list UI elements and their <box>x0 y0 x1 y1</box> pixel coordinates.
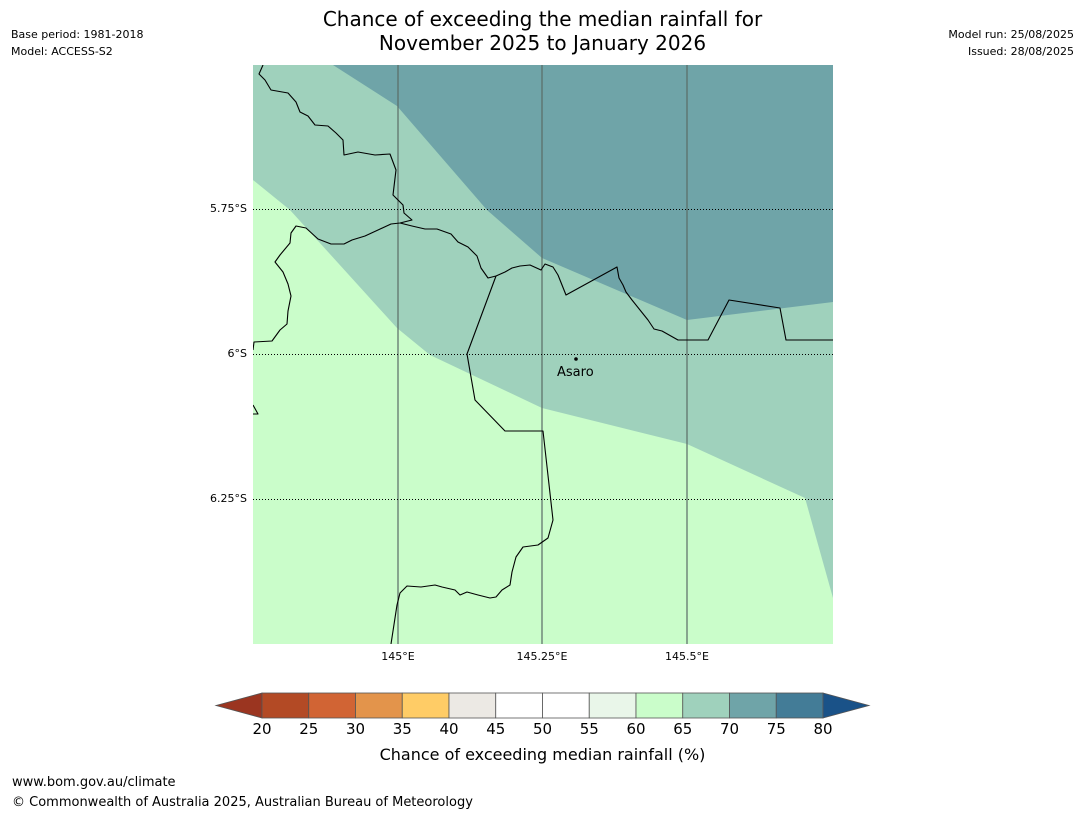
issued-text: Issued: 28/08/2025 <box>967 45 1074 58</box>
colorbar-tick-label: 40 <box>439 720 459 738</box>
colorbar-cell <box>355 692 403 719</box>
colorbar-cell <box>542 692 590 719</box>
colorbar-tick-label: 70 <box>719 720 740 738</box>
title-line-2: November 2025 to January 2026 <box>378 31 707 55</box>
map-area <box>253 65 833 644</box>
boundary-south <box>390 275 554 644</box>
colorbar-cell <box>448 692 497 719</box>
zone-70-75 <box>333 65 833 320</box>
colorbar-tick-label: 25 <box>299 720 319 738</box>
footer-copyright: © Commonwealth of Australia 2025, Austra… <box>12 795 473 810</box>
colorbar-over-arrow <box>822 692 871 719</box>
colorbar-cell <box>261 692 310 719</box>
boundary-west-fragment <box>253 404 259 415</box>
colorbar-tick-label: 55 <box>579 720 599 738</box>
colorbar-tick-label: 80 <box>813 720 833 738</box>
boundary-north <box>253 65 413 351</box>
colorbar-cell <box>495 692 543 719</box>
lon-label-145: 145°E <box>381 650 415 663</box>
footer-url: www.bom.gov.au/climate <box>12 775 176 790</box>
colorbar-tick-label: 65 <box>673 720 693 738</box>
colorbar-cells <box>261 692 824 719</box>
colorbar-cell <box>401 692 450 719</box>
colorbar <box>214 692 871 719</box>
lon-label-145-5: 145.5°E <box>665 650 709 663</box>
lat-label-6-25: 6.25°S <box>210 492 247 505</box>
colorbar-tick-label: 50 <box>532 720 553 738</box>
model-run-text: Model run: 25/08/2025 <box>948 28 1074 41</box>
lon-label-145-25: 145.25°E <box>516 650 568 663</box>
colorbar-cell <box>729 692 777 719</box>
run-info: Model run: 25/08/2025 Issued: 28/08/2025 <box>948 26 1074 60</box>
asaro-marker <box>574 357 578 361</box>
title-line-1: Chance of exceeding the median rainfall … <box>322 7 763 31</box>
model-info: Base period: 1981-2018 Model: ACCESS-S2 <box>11 26 143 60</box>
colorbar-tick-label: 35 <box>392 720 412 738</box>
colorbar-cell <box>682 692 730 719</box>
colorbar-cell <box>635 692 684 719</box>
colorbar-under-arrow <box>214 692 263 719</box>
lat-label-6: 6°S <box>227 347 247 360</box>
colorbar-label: Chance of exceeding median rainfall (%) <box>379 745 706 764</box>
colorbar-tick-label: 20 <box>252 720 272 738</box>
colorbar-cell <box>588 692 637 719</box>
model-text: Model: ACCESS-S2 <box>11 45 113 58</box>
colorbar-cell <box>308 692 356 719</box>
colorbar-tick-label: 30 <box>345 720 366 738</box>
colorbar-tick-label: 75 <box>766 720 786 738</box>
place-label-asaro: Asaro <box>557 365 594 380</box>
colorbar-cell <box>775 692 824 719</box>
lat-label-5-75: 5.75°S <box>210 202 247 215</box>
colorbar-tick-label: 60 <box>626 720 646 738</box>
graticule <box>253 65 833 644</box>
map-title: Chance of exceeding the median rainfall … <box>0 7 1085 55</box>
base-period-text: Base period: 1981-2018 <box>11 28 144 41</box>
boundary-central <box>399 222 833 341</box>
colorbar-tick-label: 45 <box>486 720 506 738</box>
province-boundaries <box>253 65 833 644</box>
